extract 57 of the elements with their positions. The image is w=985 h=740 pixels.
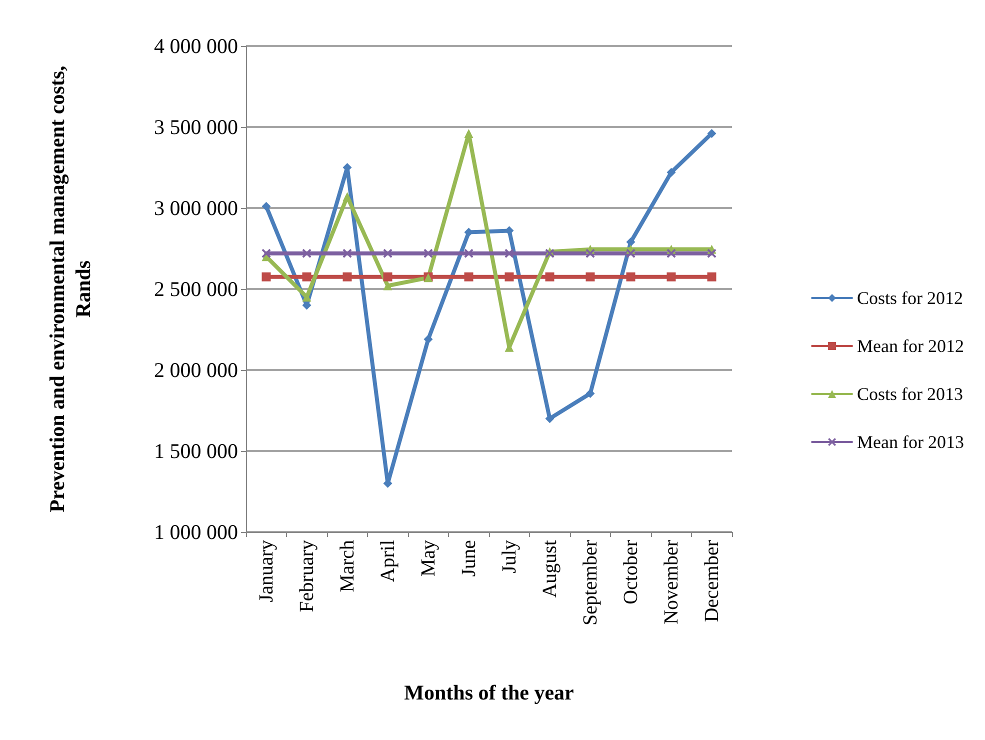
y-tick-label: 4 000 000 bbox=[154, 34, 238, 58]
point bbox=[586, 272, 595, 282]
legend-label: Mean for 2013 bbox=[857, 432, 964, 452]
point bbox=[342, 248, 352, 258]
x-tick-label: October bbox=[620, 540, 642, 604]
point bbox=[626, 272, 636, 282]
x-tick-label: May bbox=[417, 540, 440, 577]
x-tick-label: January bbox=[255, 540, 278, 602]
y-tick-label: 2 000 000 bbox=[154, 358, 238, 382]
x-tick-label: February bbox=[296, 540, 318, 612]
y-tick-label: 1 500 000 bbox=[154, 439, 238, 463]
point bbox=[586, 248, 595, 258]
point bbox=[586, 388, 595, 398]
point bbox=[383, 272, 392, 282]
point bbox=[666, 272, 676, 282]
legend-label: Costs for 2012 bbox=[857, 288, 964, 308]
point bbox=[424, 334, 433, 344]
point bbox=[302, 272, 312, 282]
point bbox=[342, 272, 352, 282]
point bbox=[707, 248, 716, 258]
point bbox=[464, 128, 474, 138]
x-axis-title: Months of the year bbox=[404, 680, 574, 704]
point bbox=[626, 238, 636, 247]
point bbox=[464, 248, 474, 258]
x-tick-label: November bbox=[660, 540, 682, 624]
point bbox=[504, 248, 514, 258]
x-tick-label: August bbox=[538, 540, 561, 598]
x-tick-label: December bbox=[700, 540, 723, 622]
y-axis-title: Prevention and environmental management costs, Rands bbox=[45, 66, 95, 512]
point bbox=[504, 272, 514, 282]
y-tick-label: 3 500 000 bbox=[154, 115, 238, 139]
point bbox=[383, 281, 392, 290]
x-tick-label: July bbox=[498, 540, 520, 574]
y-tick-label: 1 000 000 bbox=[154, 520, 238, 544]
x-tick-label: September bbox=[579, 540, 602, 626]
x-tick-label: March bbox=[336, 540, 358, 592]
point bbox=[383, 248, 392, 258]
point bbox=[707, 272, 716, 282]
legend-label: Costs for 2013 bbox=[857, 384, 964, 404]
x-tick-label: April bbox=[376, 540, 399, 582]
point bbox=[262, 248, 271, 258]
point bbox=[302, 292, 312, 302]
y-tick-label: 3 000 000 bbox=[154, 196, 238, 220]
point bbox=[262, 202, 271, 211]
point bbox=[302, 248, 312, 258]
point bbox=[342, 192, 352, 202]
point bbox=[707, 128, 716, 138]
x-tick-label: June bbox=[458, 540, 480, 577]
point bbox=[626, 248, 636, 258]
point bbox=[666, 168, 676, 177]
y-tick-label: 2 500 000 bbox=[154, 277, 238, 301]
point bbox=[424, 248, 433, 258]
point bbox=[262, 272, 271, 282]
point bbox=[666, 248, 676, 258]
legend-label: Mean for 2012 bbox=[857, 336, 964, 356]
point bbox=[545, 272, 554, 282]
point bbox=[464, 272, 474, 282]
